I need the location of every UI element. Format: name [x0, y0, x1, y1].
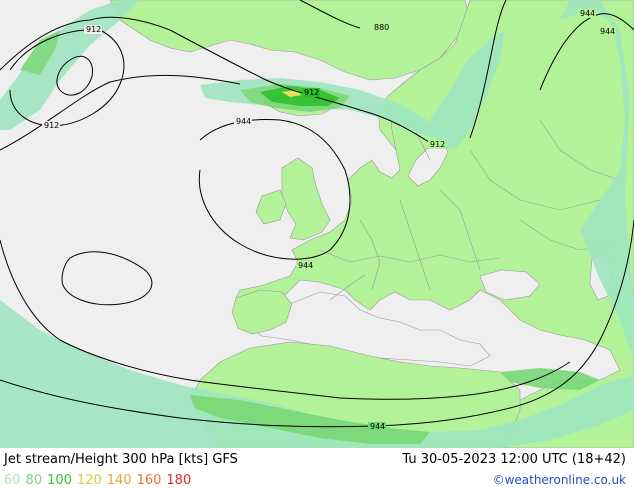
jet-band-60-south — [0, 300, 634, 448]
jet-band-60-east — [560, 0, 634, 360]
contour-label: 912 — [44, 121, 59, 130]
contour-label: 912 — [86, 25, 101, 34]
landmass-ireland — [255, 189, 287, 225]
landmass-iberia — [231, 289, 293, 335]
contour-944-long — [0, 219, 634, 428]
contour-label: 944 — [370, 422, 385, 431]
weather-map: 912 880 944 912 944 944 912 912 944 944 — [0, 0, 634, 448]
credit-link[interactable]: ©weatheronline.co.uk — [492, 473, 626, 487]
contour-label: 944 — [298, 261, 313, 270]
map-footer: Jet stream/Height 300 hPa [kts] GFS Tu 3… — [0, 448, 634, 490]
contour-label: 912 — [304, 88, 319, 97]
contour-912-northern — [0, 16, 433, 145]
landmass-great-britain — [281, 157, 331, 241]
legend-value: 160 — [136, 473, 162, 488]
contour-912-lowcentre — [56, 55, 94, 96]
landmass-greenland — [109, 0, 471, 81]
legend-value: 140 — [106, 473, 132, 488]
jet-band-80-west — [20, 30, 60, 75]
contour-912-east — [469, 0, 507, 139]
legend-value: 180 — [166, 473, 192, 488]
contour-label: 880 — [374, 23, 389, 32]
map-title: Jet stream/Height 300 hPa [kts] GFS — [4, 452, 238, 467]
legend-value: 60 — [4, 473, 21, 488]
valid-time: Tu 30-05-2023 12:00 UTC (18+42) — [402, 452, 626, 467]
contour-labels: 912 880 944 912 944 944 912 912 944 944 — [42, 9, 616, 431]
legend-value: 120 — [76, 473, 102, 488]
contour-944-central — [198, 119, 351, 260]
legend-value: 100 — [47, 473, 72, 488]
sea-black — [479, 269, 541, 301]
sea-baltic — [407, 139, 449, 187]
jet-band-80-south — [190, 395, 430, 444]
contour-912-atlantic — [0, 74, 241, 151]
speed-legend: 60 80 100 120 140 160 180 — [4, 473, 196, 488]
height-contours — [0, 0, 634, 428]
contour-912-west-ring — [9, 29, 125, 127]
contour-880 — [299, 0, 361, 29]
landmass-eurasia — [235, 0, 634, 448]
legend-value: 80 — [25, 473, 43, 488]
contour-944-south-west — [61, 251, 153, 306]
contour-label: 944 — [236, 117, 251, 126]
jet-band-60-scandinavia — [430, 30, 505, 150]
contour-944-atlantic — [0, 239, 571, 400]
contour-944-northeast — [539, 13, 634, 91]
country-borders — [319, 109, 621, 301]
contour-label: 944 — [580, 9, 595, 18]
contour-label: 944 — [600, 27, 615, 36]
contour-label: 912 — [430, 140, 445, 149]
